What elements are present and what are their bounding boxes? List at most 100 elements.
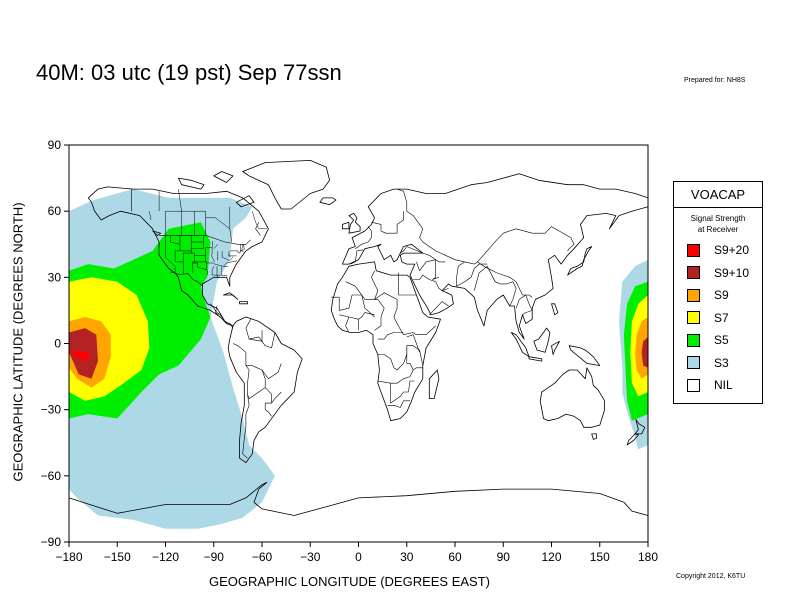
legend-label: S7 — [714, 310, 729, 325]
country-border — [371, 211, 404, 234]
country-border — [271, 391, 282, 404]
country-border — [345, 281, 385, 331]
x-tick-label: 60 — [448, 550, 462, 564]
coastline — [213, 171, 234, 183]
country-border — [515, 294, 533, 316]
country-border — [474, 265, 517, 307]
coastline — [634, 419, 646, 435]
legend-label: S5 — [714, 333, 729, 348]
y-tick-label: 90 — [48, 138, 62, 152]
state-border — [211, 247, 215, 263]
country-border — [377, 367, 423, 384]
country-border — [339, 312, 375, 320]
country-border — [377, 332, 404, 340]
legend-label: NIL — [714, 378, 733, 393]
state-border — [175, 250, 192, 263]
legend-label: S3 — [714, 355, 729, 370]
coastline — [152, 230, 162, 236]
country-border — [400, 246, 446, 263]
y-tick-label: 0 — [54, 337, 61, 351]
coastline — [551, 303, 559, 316]
country-border — [210, 303, 224, 320]
country-border — [387, 400, 410, 408]
x-tick-label: 90 — [497, 550, 511, 564]
coastline — [319, 197, 337, 206]
page-title: 40M: 03 utc (19 pst) Sep 77ssn — [36, 60, 342, 85]
y-tick-label: 30 — [48, 270, 62, 284]
legend-swatch — [687, 333, 700, 347]
country-border — [232, 343, 266, 399]
coastline — [239, 301, 248, 305]
legend-items: S9+20 S9+10 S9 S7 S5 S3 NIL — [674, 239, 762, 397]
state-border — [228, 250, 237, 257]
coastline — [533, 327, 551, 353]
coastline — [330, 261, 441, 422]
x-tick-label: 150 — [590, 550, 610, 564]
coastline — [428, 369, 440, 400]
coastline — [242, 159, 331, 210]
province-border — [205, 217, 232, 242]
country-border — [331, 294, 375, 318]
country-border — [416, 259, 439, 280]
prepared-for-note: Prepared for: NH8S — [684, 77, 746, 84]
state-border — [216, 266, 223, 278]
coastline — [591, 433, 597, 440]
country-border — [170, 271, 203, 287]
coastline — [68, 481, 649, 543]
country-border — [261, 363, 282, 380]
legend-swatch — [687, 266, 700, 280]
coastline — [626, 433, 639, 446]
country-border — [264, 387, 272, 417]
legend-item: S9+10 — [674, 262, 762, 285]
legend-item: NIL — [674, 374, 762, 397]
country-border — [345, 316, 350, 333]
state-border — [191, 235, 204, 249]
legend-subtitle: Signal Strength at Receiver — [674, 213, 762, 235]
coverage-s9plus10 — [641, 336, 648, 368]
country-border — [159, 235, 251, 245]
country-border — [406, 345, 414, 371]
state-border — [221, 250, 226, 259]
coastline — [567, 246, 593, 276]
map-plot-area — [68, 159, 649, 543]
state-border — [194, 240, 214, 256]
state-border — [230, 244, 241, 254]
y-tick-label: −60 — [41, 469, 62, 483]
state-border — [194, 261, 208, 276]
legend-swatch — [687, 288, 700, 302]
coastline — [341, 173, 649, 340]
province-border — [252, 211, 267, 230]
state-border — [170, 235, 181, 262]
legend-label: S9+10 — [714, 265, 750, 280]
country-border — [371, 270, 436, 336]
coastline — [341, 221, 350, 230]
x-tick-label: 30 — [400, 550, 414, 564]
country-border — [429, 301, 449, 316]
coastline — [528, 356, 543, 362]
axis-ticks: −180 −150 −120 −90 −60 −30 0 30 60 90 120 150 180 90 6… — [41, 138, 659, 564]
state-border — [240, 244, 245, 253]
x-tick-label: 120 — [541, 550, 561, 564]
state-border — [225, 256, 234, 262]
country-border — [456, 261, 465, 287]
country-border — [406, 334, 420, 353]
state-border — [211, 266, 218, 277]
province-border — [165, 210, 206, 236]
country-border — [255, 222, 261, 236]
legend-label: S9 — [714, 288, 729, 303]
state-border — [221, 274, 228, 277]
x-tick-label: −120 — [152, 550, 179, 564]
legend-item: S9 — [674, 284, 762, 307]
state-border — [165, 235, 176, 272]
legend-item: S3 — [674, 352, 762, 375]
province-border — [178, 189, 182, 212]
x-tick-label: −90 — [204, 550, 225, 564]
coastline — [227, 316, 303, 464]
province-border — [149, 211, 152, 221]
x-axis-label: GEOGRAPHIC LONGITUDE (DEGREES EAST) — [209, 574, 490, 589]
legend-label: S9+20 — [714, 243, 750, 258]
country-border — [215, 305, 219, 316]
country-border — [229, 323, 234, 329]
state-border — [190, 235, 195, 273]
